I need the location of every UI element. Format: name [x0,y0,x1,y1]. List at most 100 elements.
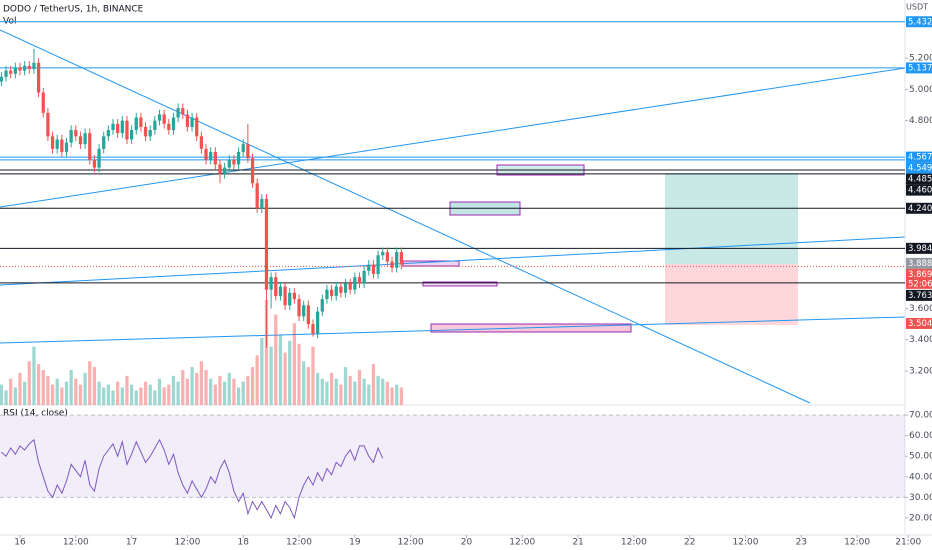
candle-body [269,277,273,290]
volume-bar [306,367,310,405]
x-tick-label: 12:00 [621,538,647,548]
candle-body [339,286,343,293]
rsi-tick-label: 70.00 [909,411,932,421]
volume-bar [357,370,362,405]
price-badge [906,162,932,174]
candle-body [395,252,399,268]
rsi-tick-label: 40.00 [909,472,932,482]
x-tick-label: 21:00 [895,538,921,548]
candle-body [222,167,227,174]
volume-bar [46,375,50,405]
volume-bar [343,367,348,405]
candle-body [134,117,138,131]
volume-bar [250,367,255,405]
candle-body [55,139,59,149]
volume-bar [227,372,231,405]
y-tick-label: 3.400 [909,335,932,345]
volume-bar [278,335,283,405]
volume-bar [129,384,134,405]
volume-bar [339,384,343,405]
candle-body [4,70,8,77]
candle-body [316,311,320,334]
candle-body [255,183,259,209]
volume-bar [111,390,115,405]
volume-bar [125,375,129,405]
volume-bar [371,364,376,405]
candle-body [376,255,380,275]
volume-bar [139,387,143,405]
long-stop-zone [665,264,798,325]
price-badge-label: 4.485 [908,175,932,185]
price-badge [906,289,932,301]
price-badge-label: 5.137 [908,63,932,73]
rsi-tick-label: 20.00 [909,513,932,523]
volume-bar [376,375,380,405]
candle-body [148,130,152,137]
candle-body [111,123,115,131]
x-tick-label: 16 [14,538,26,548]
candle-body [106,130,110,137]
volume-bar [74,378,78,405]
volume-bar [320,378,324,405]
rsi-tick-label: 60.00 [909,431,932,441]
price-badge [906,151,932,163]
candle-body [181,108,185,115]
candle-body [116,123,120,134]
volume-bar [134,390,138,405]
candle-body [232,159,236,165]
volume-bar [36,364,41,405]
candle-body [125,120,129,140]
candle-body [102,136,106,149]
volume-bar [241,381,245,405]
candle-body [302,305,306,317]
volume-bar [162,387,166,405]
price-badge-label: 4.240 [908,204,932,214]
candle-body [204,148,208,160]
candle-body [41,92,45,113]
candle-body [292,292,297,300]
volume-bar [50,384,55,405]
candle-body [311,324,315,334]
price-badge-label: 5.432 [908,17,932,27]
candle-body [23,65,27,71]
rsi-line [1,438,384,520]
volume-bar [157,378,162,405]
price-badge [906,62,932,74]
candle-body [297,299,301,317]
volume-bar [120,387,124,405]
candle-body [129,130,134,140]
volume-bar [106,384,110,405]
volume-bar [264,300,269,405]
volume-bar [102,387,106,405]
volume-bar [222,381,227,405]
candle-body [185,114,190,127]
countdown: 52:06 [908,279,932,289]
y-tick-label: 5.200 [909,54,932,64]
volume-bar [283,352,287,405]
candle-body [50,136,55,149]
candle-body [162,114,166,124]
candle-body [274,277,278,296]
x-tick-label: 12:00 [844,538,870,548]
volume-bar [353,381,357,405]
currency: USDT [906,3,928,12]
volume-bar [199,361,203,405]
candle-body [227,159,231,168]
candle-body [83,133,87,145]
long-target-zone [665,173,798,264]
x-tick-label: 18 [237,538,249,548]
price-badge-label: 4.567 [908,153,932,163]
volume-bar [232,378,236,405]
volume-bar [288,340,292,405]
candle-body [241,144,245,152]
candle-body [218,164,222,174]
trend-line [0,67,906,208]
volume-bar [381,378,385,405]
rsi-tick-label: 50.00 [909,452,932,462]
candle-body [390,261,394,268]
volume-bar [148,384,152,405]
volume-bar [218,375,222,405]
x-tick-label: 22 [684,538,695,548]
candle-body [143,126,148,137]
volume-bar [60,387,64,405]
